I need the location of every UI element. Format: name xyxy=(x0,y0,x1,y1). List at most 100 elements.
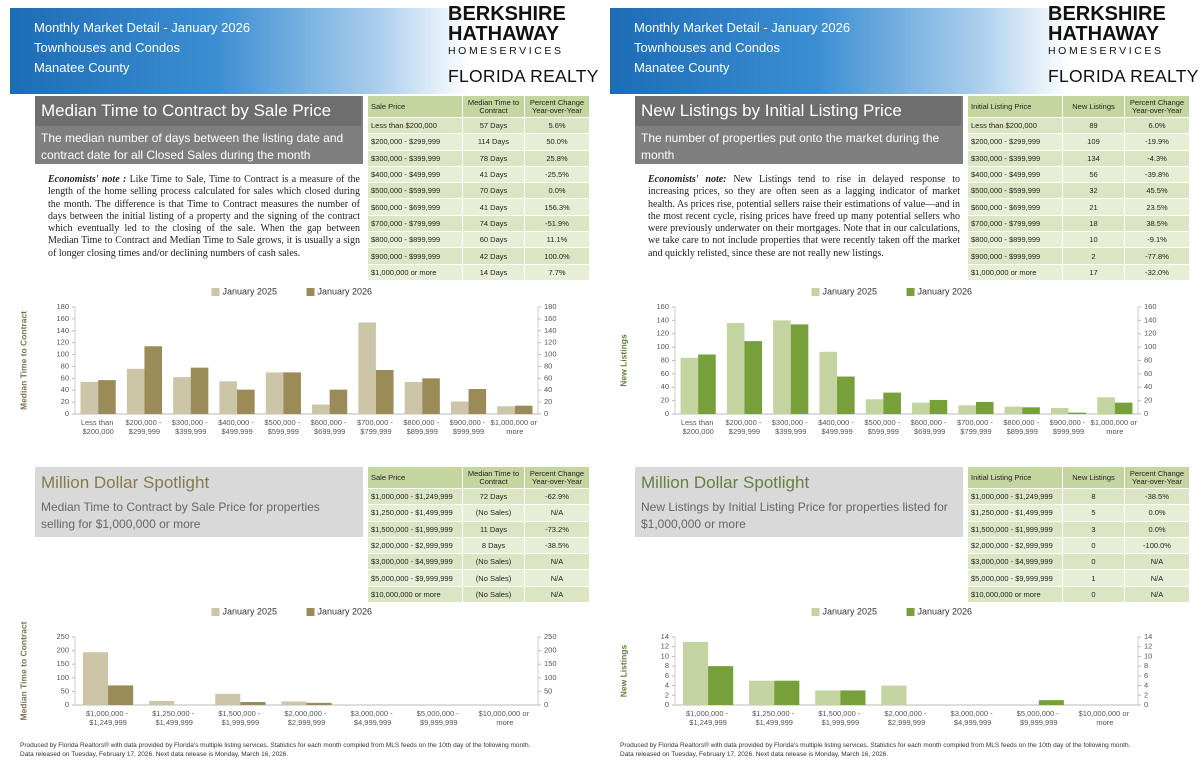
footer-line: Produced by Florida Realtors® with data … xyxy=(20,742,531,749)
y-tick-label: 12 xyxy=(661,642,669,651)
bar xyxy=(514,405,533,414)
x-tick-label: $1,000,000 - $1,249,999 xyxy=(86,709,130,727)
label-line: $399,999 xyxy=(775,427,806,436)
table-cell: 25.8% xyxy=(525,150,589,166)
table-cell: $600,000 - $699,999 xyxy=(968,199,1062,215)
x-tick-label: $600,000 - $699,999 xyxy=(311,418,349,436)
header-banner: Monthly Market Detail - January 2026 Town… xyxy=(10,8,600,94)
table-cell: $5,000,000 - $9,999,999 xyxy=(368,570,462,586)
bar xyxy=(358,322,376,414)
legend-swatch xyxy=(306,608,315,616)
table-cell: $1,000,000 or more xyxy=(968,264,1062,280)
bar xyxy=(404,381,423,414)
table-cell: $500,000 - $599,999 xyxy=(968,183,1062,199)
x-tick-label: Less than $200,000 xyxy=(681,418,716,436)
spotlight-box: Million Dollar Spotlight Median Time to C… xyxy=(35,467,363,537)
table-cell: N/A xyxy=(1125,586,1189,603)
table-cell: $900,000 - $999,999 xyxy=(968,248,1062,264)
label-line: $999,999 xyxy=(453,427,484,436)
bar xyxy=(108,685,134,705)
x-tick-label: $10,000,000 or more xyxy=(1079,709,1132,727)
table-cell: $2,000,000 - $2,999,999 xyxy=(368,537,462,554)
table-cell: $3,000,000 - $4,999,999 xyxy=(968,554,1062,570)
y-tick-label: 80 xyxy=(61,361,69,370)
y2-tick-label: 14 xyxy=(1144,632,1152,641)
x-tick-label: $800,000 - $899,999 xyxy=(1003,418,1041,436)
table-cell: 3 xyxy=(1063,521,1124,537)
bar xyxy=(815,690,841,705)
label-line: Less than xyxy=(81,418,116,427)
bar xyxy=(698,354,716,414)
economists-note: Economists' note: New Listings tend to r… xyxy=(648,174,960,260)
label-line: $899,999 xyxy=(1007,427,1038,436)
label-line: $699,999 xyxy=(314,427,345,436)
table-cell: Less than $200,000 xyxy=(968,118,1062,134)
label-line: $1,999,999 xyxy=(222,718,260,727)
x-tick-label: $1,500,000 - $1,999,999 xyxy=(218,709,262,727)
bar xyxy=(126,368,145,414)
table-row: $800,000 - $899,999 10 -9.1% xyxy=(968,232,1189,248)
header-line: Monthly Market Detail - January 2026 xyxy=(634,20,851,35)
table-cell: $10,000,000 or more xyxy=(368,586,462,603)
table-cell: 17 xyxy=(1063,264,1124,280)
legend-swatch xyxy=(906,608,915,616)
x-tick-label: $200,000 - $299,999 xyxy=(125,418,163,436)
table-cell: $1,250,000 - $1,499,999 xyxy=(968,505,1062,521)
bar xyxy=(283,372,301,414)
y-tick-label: 20 xyxy=(661,396,669,405)
y-tick-label: 120 xyxy=(56,338,69,347)
table-cell: $300,000 - $399,999 xyxy=(368,150,462,166)
label-line: $200,000 xyxy=(83,427,114,436)
table-row: $200,000 - $299,999 109 -19.9% xyxy=(968,134,1189,150)
y2-tick-label: 12 xyxy=(1144,642,1152,651)
spotlight-subtitle: New Listings by Initial Listing Price fo… xyxy=(641,500,948,531)
x-tick-label: $5,000,000 - $9,999,999 xyxy=(417,709,461,727)
bar xyxy=(98,380,116,414)
table-row: $900,000 - $999,999 2 -77.8% xyxy=(968,248,1189,264)
legend-label: January 2026 xyxy=(918,606,973,616)
y2-tick-label: 0 xyxy=(1144,700,1148,709)
y-tick-label: 40 xyxy=(61,385,69,394)
y2-tick-label: 0 xyxy=(544,409,548,418)
table-cell: $1,000,000 - $1,249,999 xyxy=(968,489,1062,505)
table-cell: 70 Days xyxy=(463,183,524,199)
label-line: $799,999 xyxy=(360,427,391,436)
table-cell: 114 Days xyxy=(463,134,524,150)
y2-tick-label: 150 xyxy=(544,659,557,668)
label-line: $1,000,000 - xyxy=(686,709,730,718)
label-line: $10,000,000 or xyxy=(479,709,532,718)
logo-text: FLORIDA REALTY xyxy=(1048,66,1199,86)
data-table: Initial Listing Price New Listings Percent… xyxy=(967,466,1190,603)
label-line: $700,000 - xyxy=(957,418,995,427)
table-cell: $500,000 - $599,999 xyxy=(368,183,462,199)
bar xyxy=(215,693,241,705)
table-cell: $1,250,000 - $1,499,999 xyxy=(368,505,462,521)
bar xyxy=(774,680,800,705)
x-tick-label: $500,000 - $599,999 xyxy=(264,418,302,436)
x-tick-label: $3,000,000 - $4,999,999 xyxy=(351,709,395,727)
x-tick-label: $1,000,000 - $1,249,999 xyxy=(686,709,730,727)
column-header: Percent Change Year-over-Year xyxy=(1125,467,1189,488)
table-cell: 2 xyxy=(1063,248,1124,264)
table-cell: -100.0% xyxy=(1125,537,1189,554)
label-line: $299,999 xyxy=(729,427,760,436)
legend-swatch xyxy=(811,288,820,296)
legend-swatch xyxy=(211,608,220,616)
y2-tick-label: 8 xyxy=(1144,661,1148,670)
y2-tick-label: 120 xyxy=(1144,329,1157,338)
bar xyxy=(773,320,791,414)
legend-label: January 2025 xyxy=(223,606,278,616)
y2-tick-label: 160 xyxy=(544,314,557,323)
header-line: Townhouses and Condos xyxy=(34,40,180,55)
bar xyxy=(265,372,284,414)
section-subtitle: The number of properties put onto the ma… xyxy=(641,131,940,162)
table-row: $5,000,000 - $9,999,999 1 N/A xyxy=(968,570,1189,586)
label-line: $2,999,999 xyxy=(888,718,926,727)
table-cell: 109 xyxy=(1063,134,1124,150)
table-cell: -32.0% xyxy=(1125,264,1189,280)
table-cell: $1,000,000 - $1,249,999 xyxy=(368,489,462,505)
table-row: $1,000,000 - $1,249,999 72 Days -62.9% xyxy=(368,489,589,505)
bar xyxy=(726,323,745,414)
bar xyxy=(708,666,734,705)
y2-tick-label: 40 xyxy=(544,385,552,394)
